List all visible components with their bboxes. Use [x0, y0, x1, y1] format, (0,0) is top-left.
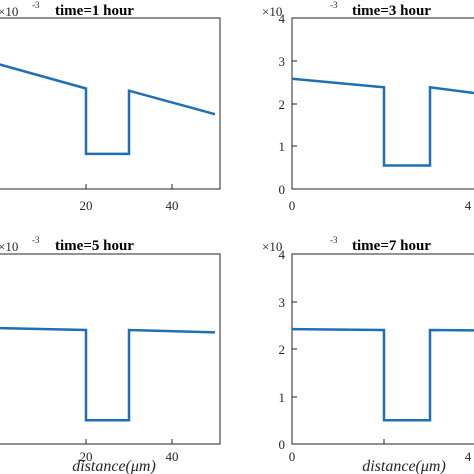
exponent-base: ×10: [262, 4, 282, 19]
exponent-base: ×10: [262, 239, 282, 254]
x-ticks: 0 4: [289, 439, 472, 464]
series-line: [291, 77, 474, 167]
exponent-base: ×10: [0, 4, 18, 19]
exponent-power: -3: [32, 235, 40, 245]
exponent-power: -3: [330, 235, 338, 245]
plot-title: time=3 hour: [352, 3, 431, 19]
y-ticks: 0 1 2 3 4: [279, 11, 297, 197]
panel-time-5-hour: ×10 -3 time=5 hour 20 40 distance(μm): [0, 235, 221, 474]
x-ticks: 20 40: [80, 184, 179, 213]
x-ticks: 20 40: [80, 439, 179, 464]
x-tick-label: 4: [465, 198, 472, 213]
x-tick-label: 40: [166, 449, 179, 464]
y-tick-label: 0: [279, 437, 286, 452]
x-tick-label: 20: [80, 449, 93, 464]
x-ticks: 0 4: [289, 184, 472, 213]
y-tick-label: 2: [279, 97, 286, 112]
x-axis-label: distance(μm): [72, 458, 156, 474]
y-tick-label: 2: [279, 342, 286, 357]
exponent-power: -3: [32, 0, 40, 10]
y-tick-label: 3: [279, 54, 286, 69]
panel-time-7-hour: ×10 -3 time=7 hour 0 1 2 3 4 0 4 distanc…: [262, 235, 474, 474]
series-line: [0, 63, 216, 156]
series-line: [0, 326, 216, 422]
y-tick-label: 4: [279, 11, 286, 26]
panel-time-3-hour: ×10 -3 time=3 hour 0 1 2 3 4 0 4: [262, 0, 474, 213]
exponent-label: ×10 -3: [0, 235, 40, 254]
y-tick-label: 0: [279, 182, 286, 197]
plot-title: time=7 hour: [352, 238, 431, 254]
plot-title: time=5 hour: [55, 238, 134, 254]
x-tick-label: 20: [80, 198, 93, 213]
series-line: [291, 327, 474, 422]
exponent-label: ×10 -3: [262, 0, 338, 19]
y-tick-label: 4: [279, 247, 286, 262]
exponent-label: ×10 -3: [262, 235, 338, 254]
plot-title: time=1 hour: [55, 3, 134, 19]
plot-area: [0, 253, 221, 445]
x-tick-label: 0: [289, 198, 296, 213]
y-ticks: 0 1 2 3 4: [279, 247, 297, 452]
x-tick-label: 0: [289, 449, 296, 464]
exponent-power: -3: [330, 0, 338, 10]
exponent-label: ×10 -3: [0, 0, 40, 19]
exponent-base: ×10: [0, 239, 18, 254]
y-tick-label: 3: [279, 295, 286, 310]
x-tick-label: 40: [166, 198, 179, 213]
panel-time-1-hour: ×10 -3 time=1 hour 20 40: [0, 0, 221, 213]
plot-area: [0, 17, 221, 190]
x-tick-label: 4: [465, 449, 472, 464]
x-axis-label: distance(μm): [362, 458, 446, 474]
y-tick-label: 1: [279, 390, 286, 405]
y-tick-label: 1: [279, 139, 286, 154]
